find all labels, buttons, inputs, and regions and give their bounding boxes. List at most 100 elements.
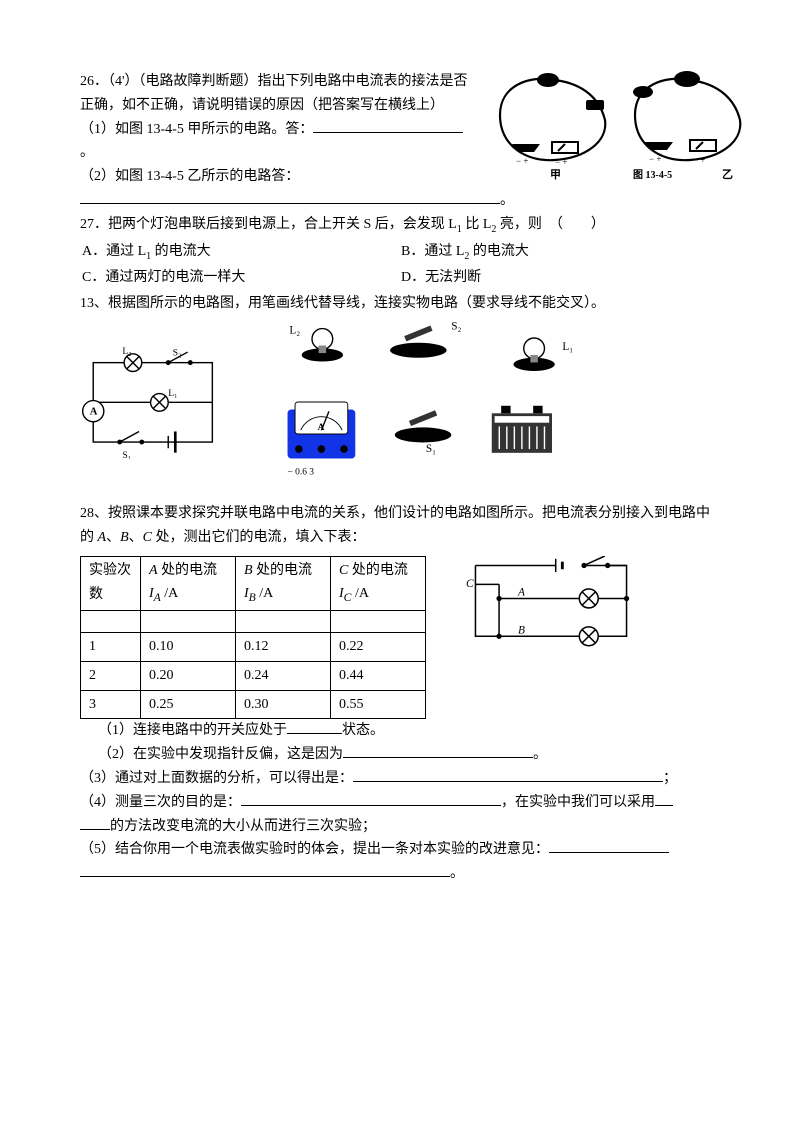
cell: 1 (81, 632, 141, 661)
q27-opt-b[interactable]: B．通过 L2 的电流大 (401, 240, 718, 265)
q26-part2-label: （2）如图 13-4-5 乙所示的电路答： (80, 169, 299, 184)
fig-caption: 图 13-4-5 (633, 169, 672, 180)
col3p: C (339, 563, 348, 578)
battery-icon (492, 406, 552, 453)
q28-stem-post: 处，测出它们的电流，填入下表： (152, 530, 366, 545)
q27-number: 27． (80, 217, 108, 232)
fig-left-label: 甲 (550, 168, 561, 180)
q28-s3-pre: （3）通过对上面数据的分析，可以得出是： (80, 771, 353, 786)
u2: /A (256, 586, 274, 601)
q28-s4-post: 的方法改变电流的大小从而进行三次实验； (110, 819, 376, 834)
cell: 0.24 (236, 661, 331, 690)
optA-pre: A．通过 L (82, 244, 146, 259)
comp-L1-label: L₁ (562, 341, 573, 353)
cell: 0.22 (331, 632, 426, 661)
q28-s5-pre: （5）结合你用一个电流表做实验时的体会，提出一条对本实验的改进意见： (80, 842, 549, 857)
q26-number: 26． (80, 74, 108, 89)
table-row (81, 610, 426, 632)
q28-s2-blank[interactable] (343, 744, 533, 758)
fig-right-label: 乙 (722, 168, 733, 180)
q28-s5-blank1[interactable] (549, 839, 669, 853)
q26-part1-blank[interactable] (313, 119, 463, 133)
q13-components: L₂ S₂ L₁ A (280, 322, 600, 482)
q13-schematic: L₂ S₂ L₁ A S₁ (80, 345, 230, 460)
q28-s1-blank[interactable] (287, 720, 342, 734)
q26-points: （4'） (108, 74, 139, 89)
node-B: B (518, 624, 525, 636)
cell: 0.12 (236, 632, 331, 661)
cell: 0.44 (331, 661, 426, 690)
col1p: A (149, 563, 158, 578)
question-13: 13、根据图所示的电路图，用笔画线代替导线，连接实物电路（要求导线不能交叉）。 (80, 292, 720, 316)
schematic-L2-label: L₂ (122, 345, 131, 356)
bulb-L1-icon (513, 338, 554, 371)
q13-figures: L₂ S₂ L₁ A S₁ L₂ S₂ (80, 322, 720, 482)
q28-number: 28、 (80, 506, 108, 521)
q28-s4-blank2[interactable] (655, 792, 673, 806)
q27-opt-a[interactable]: A．通过 L1 的电流大 (82, 240, 399, 265)
u1: /A (161, 586, 179, 601)
q28-data-table: 实验次数 A 处的电流IA /A B 处的电流IB /A C 处的电流IC /A… (80, 556, 426, 720)
col3m: 处的电流 (348, 563, 408, 578)
svg-text:A: A (318, 423, 325, 433)
question-27: 27．把两个灯泡串联后接到电源上，合上开关 S 后，会发现 L1 比 L2 亮，… (80, 213, 720, 292)
q28-A: A (98, 530, 107, 545)
q28-s4-blank1[interactable] (241, 792, 501, 806)
cell: 0.55 (331, 690, 426, 719)
schematic-S2-label: S₂ (173, 347, 182, 358)
q28-parallel-circuit: C A B (466, 556, 636, 650)
ammeter-icon: A (288, 402, 356, 458)
q28-s2-pre: （2）在实验中发现指针反偏，这是因为 (98, 747, 343, 762)
q27-opt-d[interactable]: D．无法判断 (401, 266, 718, 290)
q28-s4-mid: ，在实验中我们可以采用 (501, 795, 655, 810)
q28-s4-blank3[interactable] (80, 816, 110, 830)
table-row: 30.250.300.55 (81, 690, 426, 719)
q27-stem-mid: 比 L (462, 217, 492, 232)
optB-post: 的电流大 (469, 244, 529, 259)
svg-text:− +: − + (516, 156, 528, 166)
q28-B: B (120, 530, 129, 545)
optA-post: 的电流大 (151, 244, 211, 259)
u3: /A (351, 586, 369, 601)
table-header-row: 实验次数 A 处的电流IA /A B 处的电流IB /A C 处的电流IC /A (81, 556, 426, 610)
q26-part1-tail: 。 (80, 145, 94, 160)
svg-text:− +: − + (693, 155, 705, 165)
col2p: B (244, 563, 253, 578)
q28-s5-post: 。 (450, 866, 464, 881)
q27-opt-c[interactable]: C．通过两灯的电流一样大 (82, 266, 399, 290)
comp-L2-label: L₂ (289, 324, 300, 336)
switch-S1-icon (395, 410, 451, 442)
schematic-S1-label: S₁ (122, 450, 131, 460)
q27-options: A．通过 L1 的电流大 B．通过 L2 的电流大 C．通过两灯的电流一样大 D… (80, 238, 720, 293)
cell: 0.10 (141, 632, 236, 661)
col0: 实验次数 (89, 563, 131, 602)
cell: 3 (81, 690, 141, 719)
q28-s1-post: 状态。 (342, 723, 384, 738)
sep2: 、 (129, 530, 143, 545)
q28-s2-post: 。 (533, 747, 547, 762)
node-C: C (466, 578, 474, 590)
q28-subquestions: （1）连接电路中的开关应处于状态。 （2）在实验中发现指针反偏，这是因为。 （3… (80, 719, 720, 886)
svg-text:− +: − + (649, 154, 661, 164)
cell: 0.20 (141, 661, 236, 690)
cell: 2 (81, 661, 141, 690)
svg-text:− +: − + (555, 157, 567, 167)
q27-stem-post: 亮，则 （ ） (496, 217, 605, 232)
question-26: 26．（4'）（电路故障判断题）指出下列电路中电流表的接法是否正确，如不正确，请… (80, 70, 720, 213)
q26-part2-tail: 。 (500, 193, 514, 208)
q28-s3-blank[interactable] (353, 768, 663, 782)
q28-s5-blank2[interactable] (80, 863, 450, 877)
sep1: 、 (106, 530, 120, 545)
circuit-figure-13-4-5: − + − + 甲 − + (490, 70, 750, 180)
q28-C: C (143, 530, 152, 545)
schematic-L1-label: L₁ (168, 388, 177, 399)
table-row: 10.100.120.22 (81, 632, 426, 661)
optB-pre: B．通过 L (401, 244, 464, 259)
q28-s1-pre: （1）连接电路中的开关应处于 (98, 723, 287, 738)
q26-part2-blank[interactable] (80, 190, 500, 204)
q13-stem: 根据图所示的电路图，用笔画线代替导线，连接实物电路（要求导线不能交叉）。 (108, 296, 605, 311)
q28-s4-pre: （4）测量三次的目的是： (80, 795, 241, 810)
schematic-A-label: A (90, 406, 98, 417)
cell: 0.30 (236, 690, 331, 719)
ammeter-scale-label: − 0.6 3 (288, 467, 315, 477)
